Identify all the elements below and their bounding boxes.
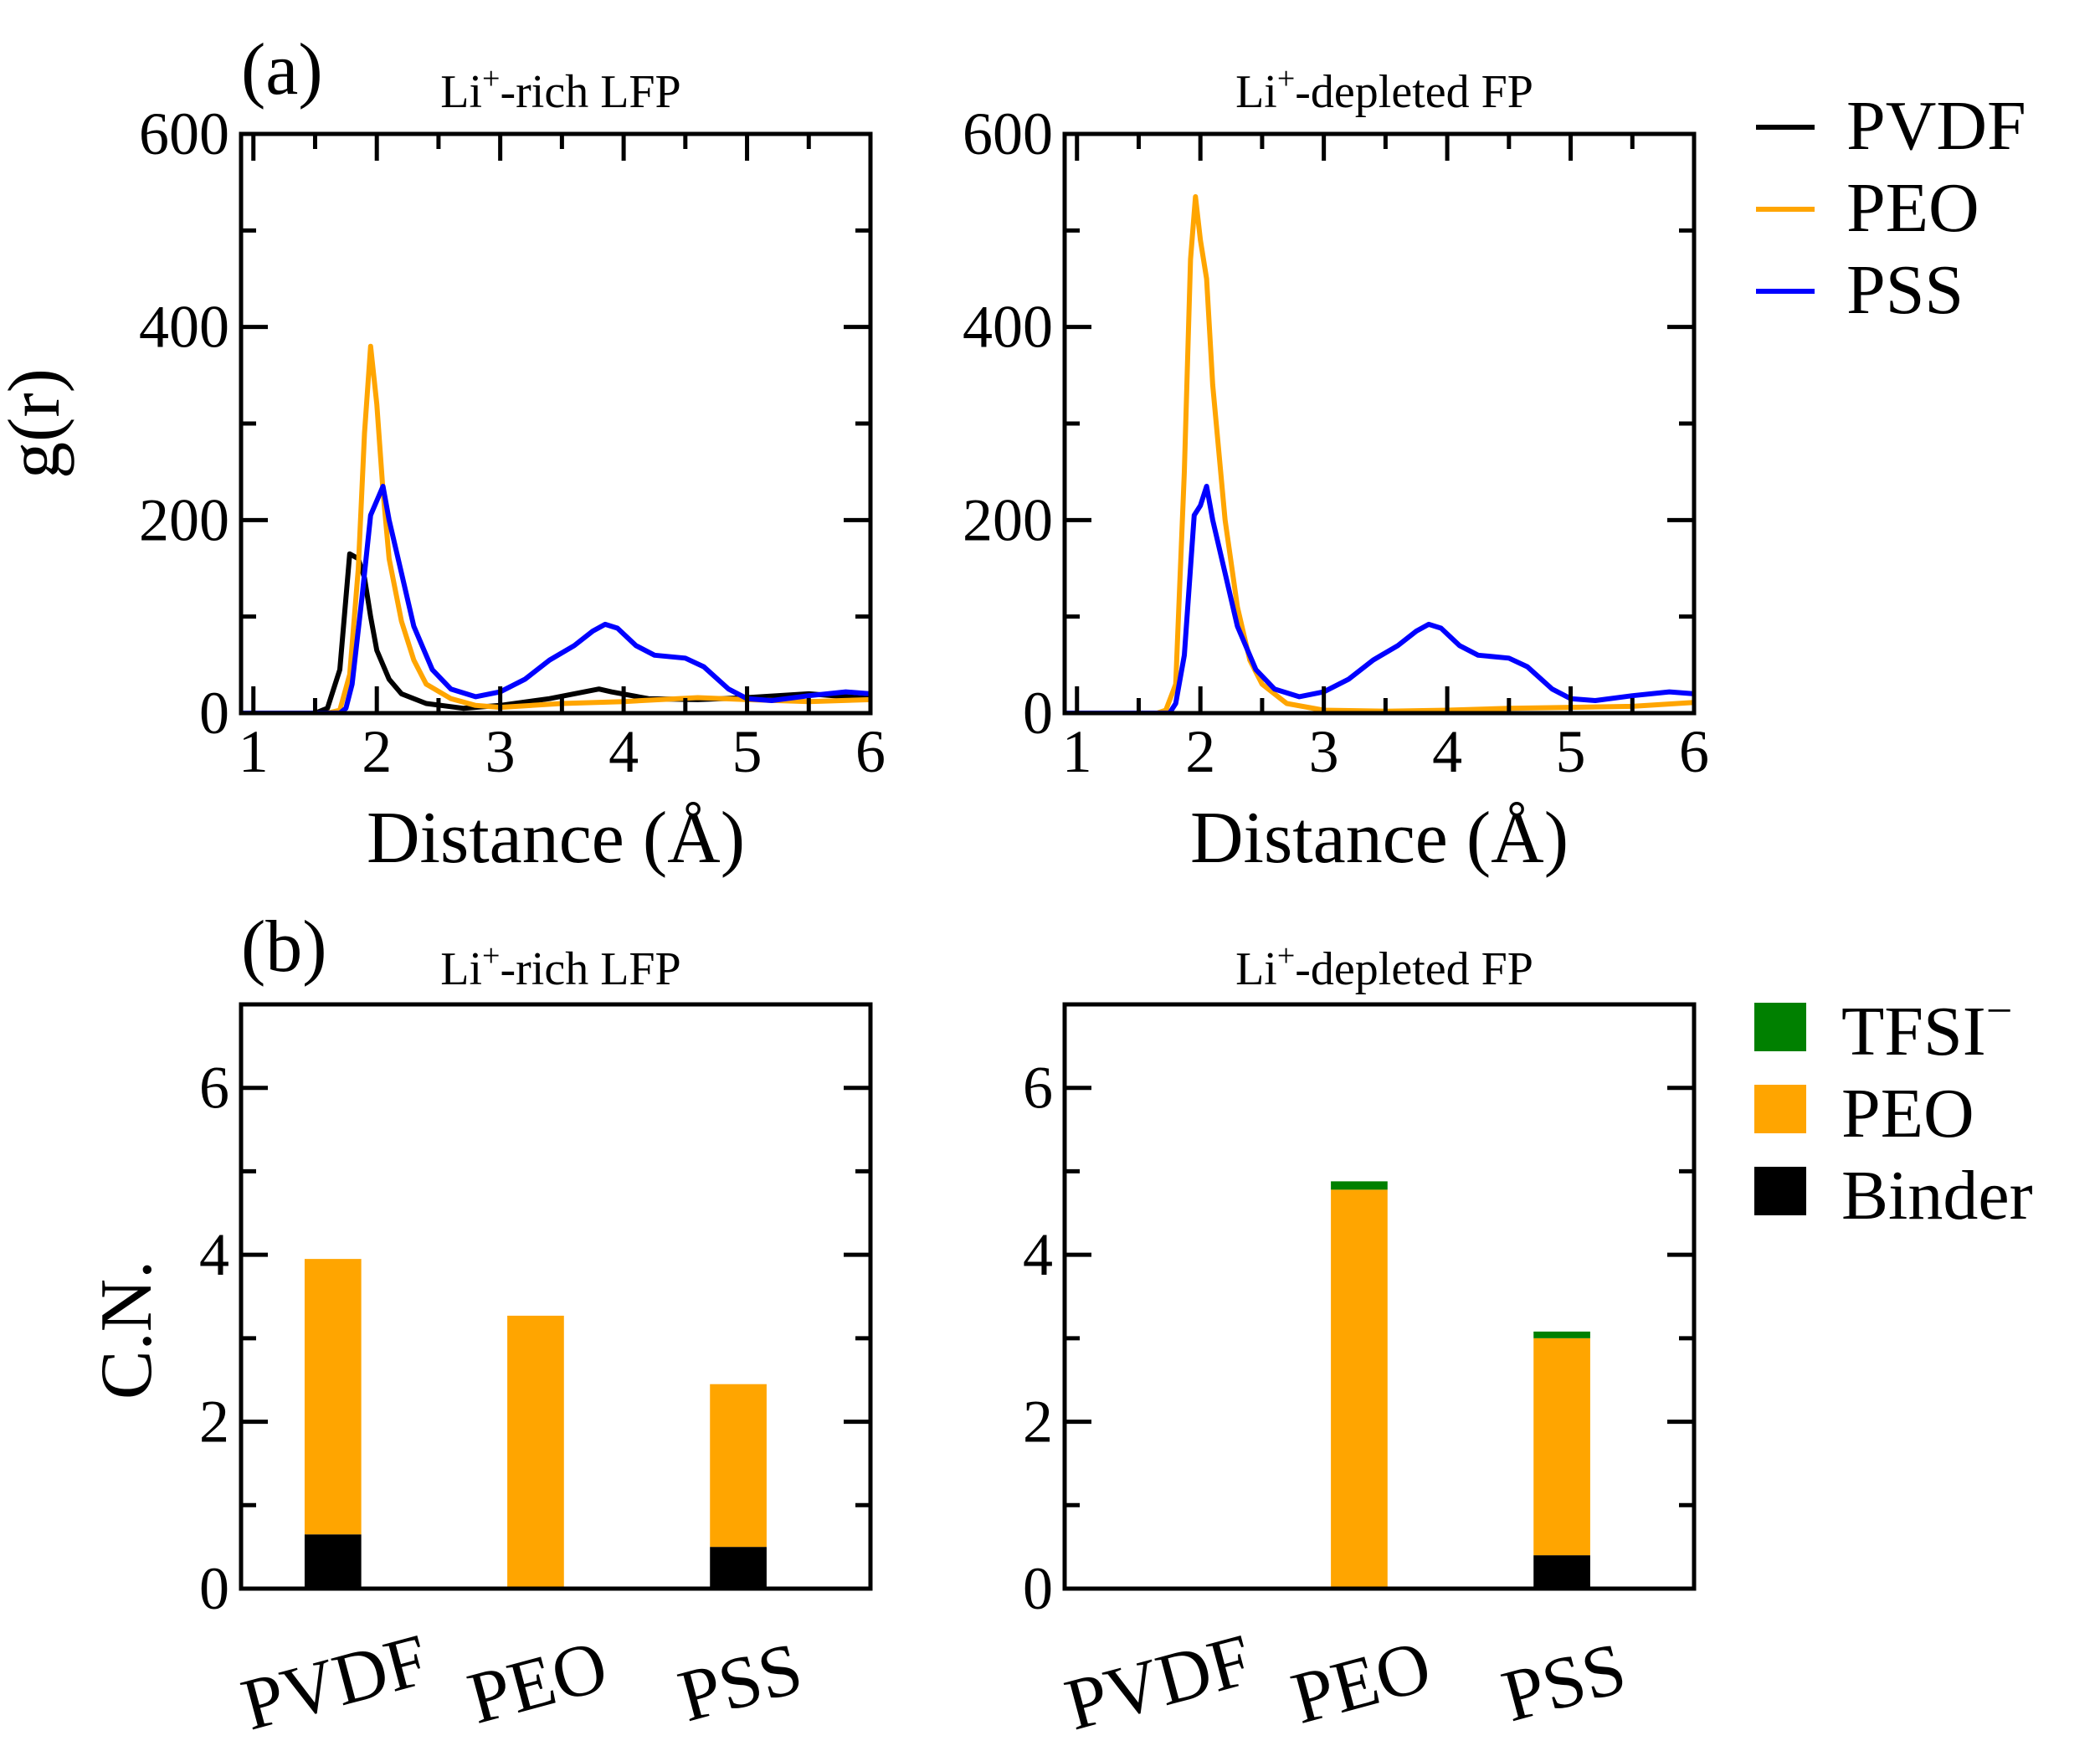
bar-pss-binder (710, 1547, 767, 1589)
category-label-pss: PSS (670, 1628, 810, 1738)
panel-title: Li+-rich LFP (440, 61, 680, 118)
x-tick-label: 6 (855, 718, 886, 785)
bar-pvdf-binder (304, 1534, 362, 1589)
legend-swatch-tfsi (1754, 1003, 1806, 1051)
title-rest: -depleted FP (1295, 66, 1533, 118)
legend-label-peo: PEO (1846, 169, 1979, 247)
chart-cn-li-depleted: Li+-depleted FP 0 2 4 6 PVDF PEO PSS (1023, 938, 1697, 1747)
legend-text: Binder (1841, 1157, 2033, 1235)
x-tick-label: 3 (485, 718, 516, 785)
y-tick-label: 400 (139, 294, 229, 361)
category-label-pvdf: PVDF (234, 1620, 436, 1747)
bar-pvdf-peo (304, 1259, 362, 1535)
y-tick-label: 0 (1023, 1555, 1053, 1622)
y-tick-label: 2 (199, 1389, 229, 1456)
x-tick-label: 6 (1679, 718, 1709, 785)
y-tick-label: 4 (1023, 1221, 1053, 1288)
y-tick-label: 2 (1023, 1389, 1053, 1456)
title-rest: -rich LFP (500, 943, 680, 995)
chart-gr-li-rich: Li+-rich LFP 1 2 3 4 5 6 0 200 400 600 Distance (Å)… (0, 61, 886, 879)
panel-title: Li+-rich LFP (440, 938, 680, 995)
chart-gr-li-depleted: Li+-depleted FP 1 2 3 4 5 6 0 200 400 600 Distance … (963, 61, 1709, 879)
bar-peo-peo (507, 1315, 564, 1589)
legend-label-pss: PSS (1846, 251, 1964, 329)
legend-label-tfsi: TFSI− (1841, 985, 2012, 1071)
chart-cn-li-rich: Li+-rich LFP 0 2 4 6 PVDF PEO PSS C.N. (86, 938, 873, 1747)
title-sup: + (1277, 61, 1295, 96)
series-line-peo (1065, 194, 1694, 713)
panel-a-letter: (a) (241, 29, 323, 110)
y-tick-label: 200 (139, 486, 229, 553)
legend-swatch-peo (1754, 1085, 1806, 1133)
x-tick-label: 5 (1556, 718, 1586, 785)
y-tick-label: 600 (963, 100, 1053, 167)
series-line-pss (1065, 484, 1694, 713)
legend-label-peo: PEO (1841, 1075, 1974, 1153)
series-line-pvdf (241, 551, 870, 713)
y-tick-label: 0 (199, 680, 229, 747)
x-tick-label: 3 (1309, 718, 1339, 785)
plot-frame (239, 131, 873, 716)
x-tick-label: 1 (1062, 718, 1092, 785)
series-group (241, 343, 870, 713)
y-axis-label: C.N. (86, 1261, 167, 1399)
y-tick-label: 6 (199, 1055, 229, 1122)
bar-pss-peo (710, 1384, 767, 1548)
y-axis-label: g(r) (0, 368, 75, 479)
panel-title: Li+-depleted FP (1235, 938, 1533, 995)
bar-peo-tfsi (1331, 1181, 1388, 1190)
category-label-pss: PSS (1494, 1628, 1634, 1738)
legend-label-pvdf: PVDF (1846, 87, 2026, 165)
bar-pss-tfsi (1533, 1331, 1590, 1338)
y-tick-label: 0 (1023, 680, 1053, 747)
title-rest: -rich LFP (500, 66, 680, 118)
legend-swatch-binder (1754, 1167, 1806, 1215)
bar-pss-binder (1533, 1555, 1590, 1589)
x-axis-label: Distance (Å) (367, 798, 745, 879)
series-group (1065, 194, 1694, 713)
title-sup: + (482, 938, 500, 973)
title-main: Li (440, 943, 482, 995)
category-label-pvdf: PVDF (1057, 1620, 1260, 1747)
category-label-peo: PEO (460, 1625, 616, 1740)
y-tick-label: 600 (139, 100, 229, 167)
x-tick-label: 4 (608, 718, 639, 785)
y-tick-label: 6 (1023, 1055, 1053, 1122)
plot-frame (239, 1002, 873, 1591)
plot-frame (1062, 1002, 1697, 1591)
y-tick-label: 0 (199, 1555, 229, 1622)
x-tick-label: 5 (732, 718, 762, 785)
x-tick-label: 1 (239, 718, 269, 785)
legend-text: TFSI (1841, 993, 1986, 1071)
x-axis-label: Distance (Å) (1190, 798, 1569, 879)
title-sup: + (482, 61, 500, 96)
x-tick-label: 2 (362, 718, 392, 785)
bar-peo-peo (1331, 1189, 1388, 1589)
legend-text: PEO (1841, 1075, 1974, 1153)
series-line-pss (241, 484, 870, 713)
x-tick-label: 2 (1185, 718, 1215, 785)
legend-label-binder: Binder (1841, 1157, 2033, 1235)
y-tick-label: 400 (963, 294, 1053, 361)
title-main: Li (1235, 66, 1277, 118)
title-main: Li (1235, 943, 1277, 995)
bar-pss-peo (1533, 1338, 1590, 1556)
panel-b-letter: (b) (241, 906, 327, 988)
y-tick-label: 4 (199, 1221, 229, 1288)
title-sup: + (1277, 938, 1295, 973)
series-line-peo (241, 343, 870, 713)
x-tick-label: 4 (1432, 718, 1462, 785)
y-tick-label: 200 (963, 486, 1053, 553)
plot-frame (1062, 131, 1697, 716)
panel-title: Li+-depleted FP (1235, 61, 1533, 118)
title-main: Li (440, 66, 482, 118)
category-label-peo: PEO (1284, 1625, 1440, 1740)
legend-sup: − (1986, 985, 2013, 1037)
title-rest: -depleted FP (1295, 943, 1533, 995)
